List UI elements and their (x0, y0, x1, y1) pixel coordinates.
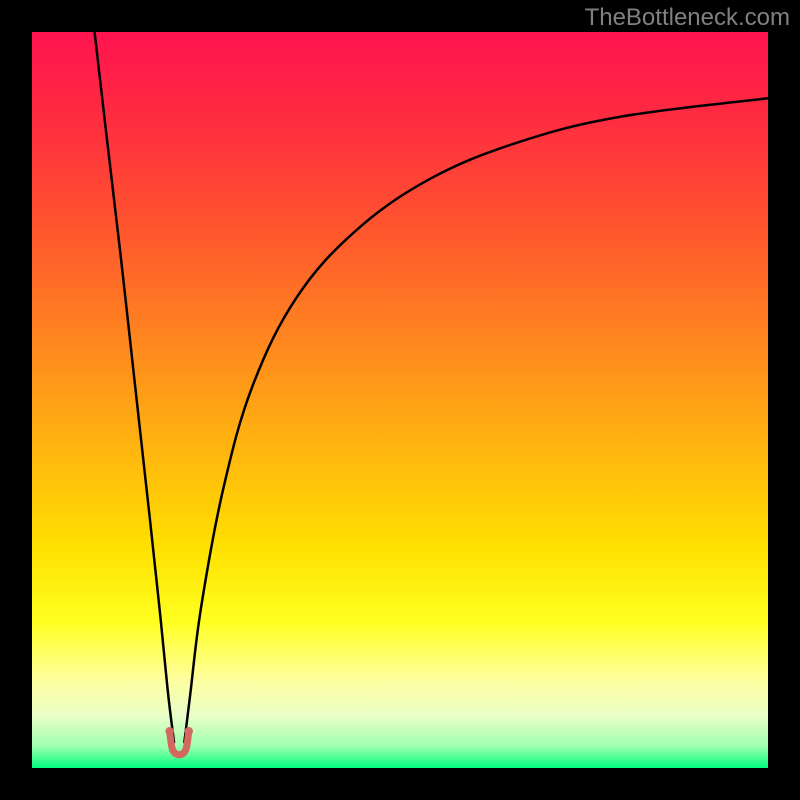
watermark-text: TheBottleneck.com (585, 4, 790, 32)
chart-frame: TheBottleneck.com (0, 0, 800, 800)
plot-area (32, 32, 768, 768)
